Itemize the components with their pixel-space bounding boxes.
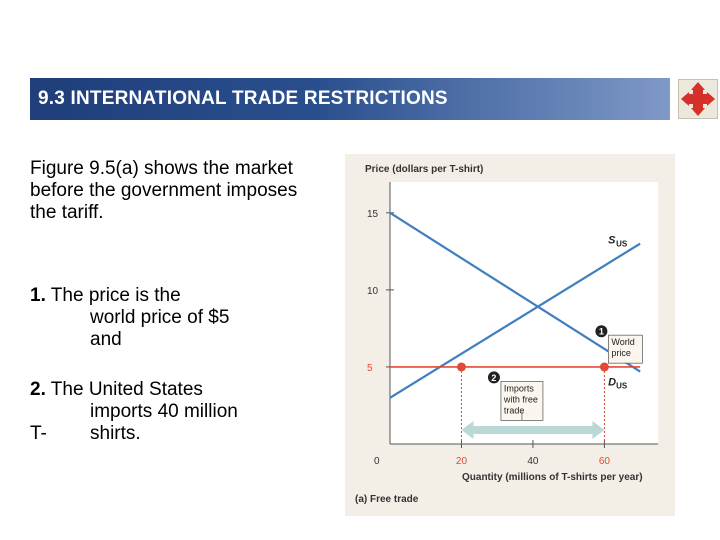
chart-caption: (a) Free trade xyxy=(355,494,419,505)
y-tick-label: 5 xyxy=(367,363,373,374)
list-item-1-line-3: and xyxy=(90,329,122,350)
series-line-dus xyxy=(389,211,641,373)
y-tick-label: 10 xyxy=(367,286,379,297)
list-item-2-line-1: 2. The United States xyxy=(30,379,238,401)
y-tick-label: 15 xyxy=(367,209,379,220)
series-label-sub-dus: US xyxy=(616,382,628,391)
annotation-marker-text-2: 2 xyxy=(491,373,496,383)
annotation-line-2-3: trade xyxy=(504,405,525,415)
list-item-1: 1. The price is the world price of $5 an… xyxy=(30,285,229,351)
trade-chart: Price (dollars per T-shirt) Quantity (mi… xyxy=(355,164,658,505)
four-way-arrow-icon[interactable] xyxy=(678,79,718,119)
imports-arrow-right-head xyxy=(592,421,605,439)
list-item-1-line-1: 1. The price is the xyxy=(30,285,229,307)
series-label-sus: S xyxy=(608,235,616,247)
four-way-arrow-glyph xyxy=(681,82,715,116)
list-item-2-line-2: imports 40 million xyxy=(90,401,238,422)
list-item-1-text-1: The price is the xyxy=(50,285,181,306)
annotation-line-1-1: World xyxy=(611,337,634,347)
world-price-point xyxy=(599,362,609,372)
list-item-2-text-4: shirts. xyxy=(90,423,141,444)
x-tick-label: 40 xyxy=(527,456,539,467)
annotation-line-2-2: with free xyxy=(503,394,538,404)
annotation-box-1 xyxy=(607,334,643,364)
origin-label: 0 xyxy=(374,456,380,467)
intro-paragraph: Figure 9.5(a) shows the market before th… xyxy=(30,158,298,223)
annotation-marker-1 xyxy=(595,325,608,338)
y-axis-label: Price (dollars per T-shirt) xyxy=(365,164,483,175)
list-item-2-hyphen: T- xyxy=(30,423,47,444)
list-item-2-line-3: T-shirts. xyxy=(30,423,238,445)
series-label-dus: D xyxy=(608,377,616,389)
trade-chart-panel: Price (dollars per T-shirt) Quantity (mi… xyxy=(345,154,675,516)
slide-title-bar: 9.3 INTERNATIONAL TRADE RESTRICTIONS xyxy=(30,78,670,120)
x-tick-label: 20 xyxy=(456,456,468,467)
annotation-line-2-1: Imports xyxy=(504,383,535,393)
x-tick-label: 60 xyxy=(599,456,611,467)
list-item-1-number: 1. xyxy=(30,285,46,306)
world-price-point xyxy=(456,362,466,372)
list-item-2-number: 2. xyxy=(30,379,46,400)
list-item-2: 2. The United States imports 40 million … xyxy=(30,379,238,445)
list-item-1-line-2: world price of $5 xyxy=(90,307,230,328)
annotation-marker-2 xyxy=(487,371,500,384)
imports-arrow-left-head xyxy=(461,421,474,439)
series-line-sus xyxy=(389,242,641,399)
annotation-line-1-2: price xyxy=(611,348,631,358)
list-item-2-text-1: The United States xyxy=(50,379,203,400)
annotation-marker-text-1: 1 xyxy=(599,327,604,337)
x-axis-label: Quantity (millions of T-shirts per year) xyxy=(462,472,643,483)
slide-title: 9.3 INTERNATIONAL TRADE RESTRICTIONS xyxy=(38,88,448,109)
imports-arrow-shaft xyxy=(469,426,597,434)
series-label-sub-sus: US xyxy=(616,240,628,249)
